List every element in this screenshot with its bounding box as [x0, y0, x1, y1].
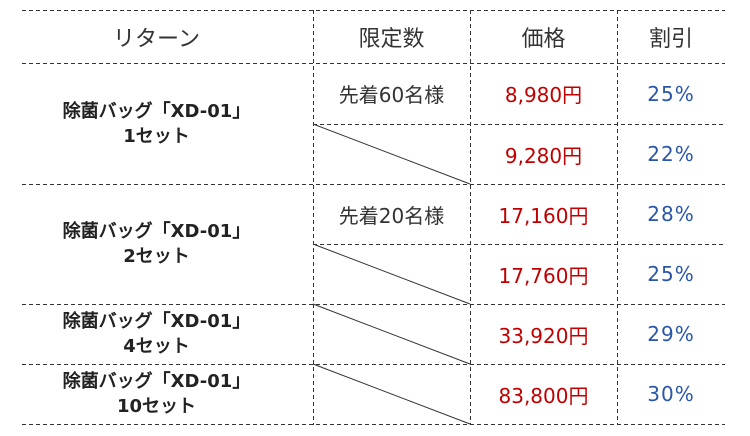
price-cell: 9,280円 — [504, 143, 583, 168]
return-name: 除菌バッグ「XD-01」 10セット — [0, 364, 313, 424]
product-name: 除菌バッグ「XD-01」 — [62, 100, 251, 122]
discount-cell: 25% — [647, 262, 695, 286]
discount-cell: 29% — [647, 322, 695, 346]
header-price: 価格 — [521, 26, 566, 52]
empty-slash — [312, 303, 471, 365]
empty-slash — [312, 363, 471, 425]
price-cell: 33,920円 — [498, 323, 589, 348]
product-name: 除菌バッグ「XD-01」 — [62, 371, 251, 392]
return-name: 除菌バッグ「XD-01」 4セット — [0, 304, 313, 364]
empty-slash — [312, 243, 471, 305]
product-qty: 1セット — [123, 125, 190, 147]
product-name: 除菌バッグ「XD-01」 — [62, 221, 251, 242]
price-cell: 8,980円 — [504, 83, 583, 107]
return-name: 除菌バッグ「XD-01」 1セット — [0, 63, 313, 184]
header-discount: 割引 — [648, 26, 693, 52]
header-limit: 限定数 — [358, 26, 425, 52]
header-return: リターン — [113, 26, 200, 52]
empty-slash — [312, 123, 471, 185]
limit-cell: 先着60名様 — [338, 83, 445, 107]
price-cell: 83,800円 — [498, 383, 589, 408]
product-qty: 10セット — [116, 396, 197, 417]
discount-cell: 25% — [647, 81, 695, 106]
product-qty: 4セット — [123, 336, 190, 357]
product-name: 除菌バッグ「XD-01」 — [62, 311, 251, 332]
discount-cell: 30% — [647, 382, 695, 406]
discount-cell: 22% — [647, 142, 695, 166]
discount-cell: 28% — [647, 202, 695, 226]
price-cell: 17,760円 — [498, 263, 589, 288]
limit-cell: 先着20名様 — [338, 203, 445, 228]
product-qty: 2セット — [123, 246, 190, 267]
price-cell: 17,160円 — [498, 203, 589, 228]
return-name: 除菌バッグ「XD-01」 2セット — [0, 184, 313, 304]
